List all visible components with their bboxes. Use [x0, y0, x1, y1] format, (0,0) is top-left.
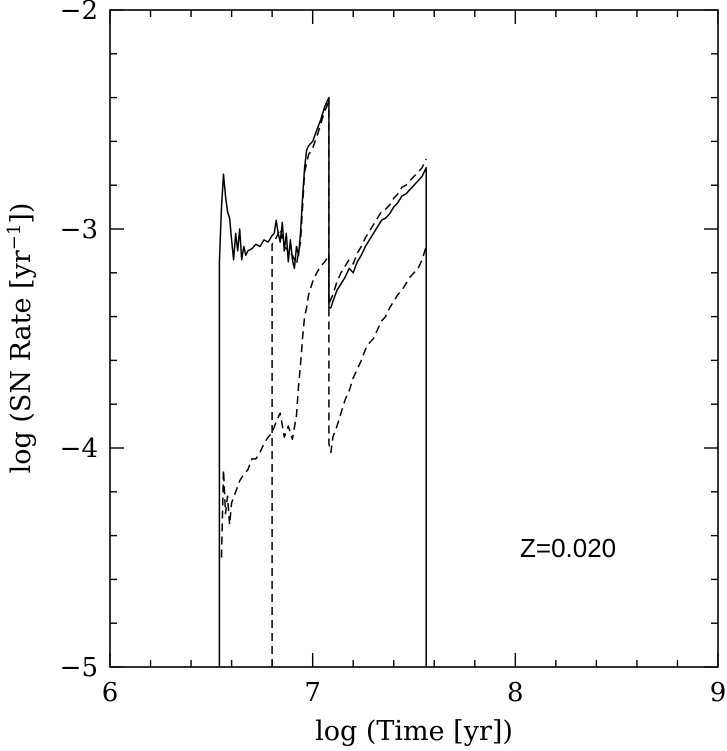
x-tick-label: 6 [102, 678, 119, 708]
y-tick-label: −3 [60, 215, 98, 245]
y-axis-title-exponent: −1 [4, 224, 25, 251]
x-tick-label: 9 [710, 678, 727, 708]
x-tick-labels: 6 7 8 9 [102, 678, 727, 708]
y-tick-labels: −5 −4 −3 −2 [60, 0, 98, 683]
series-line-3 [271, 96, 427, 667]
x-axis-title: log (Time [yr]) [315, 716, 513, 747]
x-tick-label: 8 [507, 678, 524, 708]
series-layer [218, 96, 427, 667]
series-line-1 [218, 96, 427, 667]
plot-frame [109, 9, 719, 668]
y-tick-label: −2 [60, 0, 98, 26]
y-tick-label: −5 [60, 653, 98, 683]
y-axis-title: log (SN Rate [yr−1]) [4, 203, 37, 474]
axis-ticks [109, 9, 719, 668]
metallicity-annotation: Z=0.020 [520, 533, 616, 563]
series-line-2 [220, 246, 427, 558]
x-tick-label: 7 [304, 678, 321, 708]
y-axis-title-prefix: log (SN Rate [yr [6, 250, 37, 473]
y-axis-title-suffix: ]) [6, 203, 37, 224]
y-tick-label: −4 [60, 434, 98, 464]
